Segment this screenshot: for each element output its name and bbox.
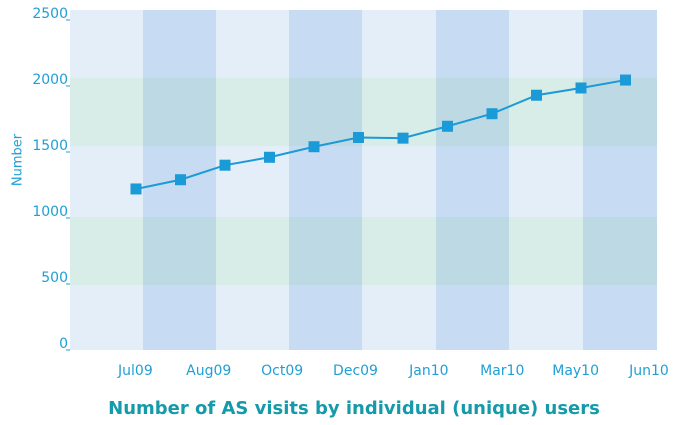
chart-title: Number of AS visits by individual (uniqu… <box>108 398 600 419</box>
y-tick-label: 1000 <box>32 204 68 220</box>
x-tick-label: Dec09 <box>333 363 378 379</box>
marker <box>620 74 631 86</box>
dark-band <box>436 10 509 350</box>
dark-band <box>583 10 657 350</box>
x-tick-label: May10 <box>552 363 599 379</box>
marker <box>308 141 320 153</box>
marker <box>486 108 498 120</box>
dark-band <box>289 10 362 350</box>
y-tick-label: 2500 <box>32 6 68 22</box>
marker <box>219 159 231 171</box>
y-axis-label: Number <box>11 133 26 186</box>
marker <box>531 89 542 101</box>
y-tick-label: 1500 <box>32 138 68 154</box>
x-tick-label: Jul09 <box>117 363 153 379</box>
line <box>135 79 626 190</box>
plot-bg <box>70 10 657 350</box>
marker <box>397 132 409 144</box>
background-bands <box>70 10 657 350</box>
marker <box>175 174 186 186</box>
marker <box>353 131 364 143</box>
marker <box>130 183 142 195</box>
x-tick-label: Jan10 <box>408 363 448 379</box>
marker <box>442 120 453 132</box>
x-tick-label: Aug09 <box>186 363 231 379</box>
x-tick-label: Oct09 <box>261 363 303 379</box>
x-tick-label: Jun10 <box>628 363 669 379</box>
marker <box>575 82 587 94</box>
marker <box>264 151 275 163</box>
y-tick-label: 0 <box>59 336 68 352</box>
y-tick-label: 500 <box>41 270 68 286</box>
green-band <box>70 217 657 285</box>
x-tick-label: Mar10 <box>480 363 524 379</box>
y-tick-label: 2000 <box>32 72 68 88</box>
